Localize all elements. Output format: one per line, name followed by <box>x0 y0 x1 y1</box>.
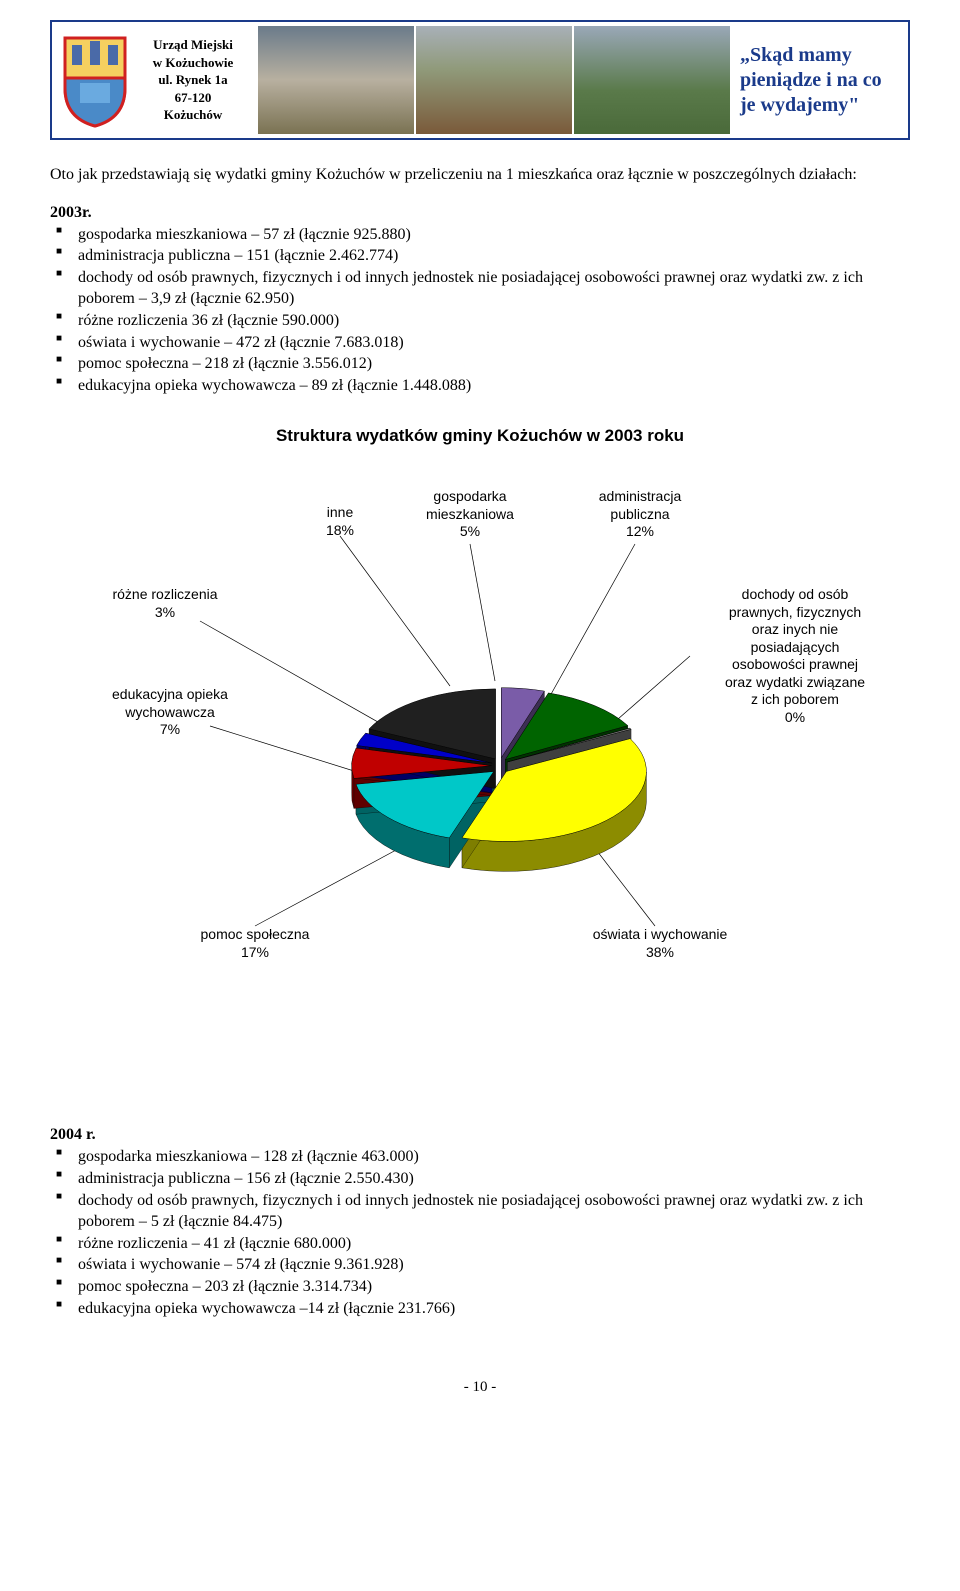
header-address: Urząd Miejski w Kożuchowie ul. Rynek 1a … <box>138 36 248 124</box>
list-item: różne rozliczenia 36 zł (łącznie 590.000… <box>50 310 910 332</box>
list-item: edukacyjna opieka wychowawcza –14 zł (łą… <box>50 1298 910 1320</box>
chart-label-edukacyjna: edukacyjna opiekawychowawcza7% <box>90 686 250 739</box>
chart-label-pomoc: pomoc społeczna17% <box>170 926 340 961</box>
year-2003-heading: 2003r. <box>50 204 910 222</box>
addr-line: Kożuchów <box>138 106 248 124</box>
photo-block <box>416 26 572 134</box>
chart-label-rozne: różne rozliczenia3% <box>90 586 240 621</box>
list-item: administracja publiczna – 156 zł (łączni… <box>50 1168 910 1190</box>
addr-line: w Kożuchowie <box>138 54 248 72</box>
chart-label-oswiata: oświata i wychowanie38% <box>560 926 760 961</box>
list-item: oświata i wychowanie – 574 zł (łącznie 9… <box>50 1254 910 1276</box>
list-item: dochody od osób prawnych, fizycznych i o… <box>50 267 910 310</box>
addr-line: ul. Rynek 1a <box>138 71 248 89</box>
page-number: - 10 - <box>50 1379 910 1396</box>
list-item: dochody od osób prawnych, fizycznych i o… <box>50 1190 910 1233</box>
chart-label-inne: inne18% <box>310 504 370 539</box>
header-title: „Skąd mamy pieniądze i na co je wydajemy… <box>740 43 900 118</box>
crest-icon <box>60 33 130 128</box>
chart-label-administracja: administracjapubliczna12% <box>580 488 700 541</box>
list-item: gospodarka mieszkaniowa – 57 zł (łącznie… <box>50 224 910 246</box>
list-item: oświata i wychowanie – 472 zł (łącznie 7… <box>50 332 910 354</box>
header-photo-strip <box>258 26 730 134</box>
pie-svg-holder <box>340 676 660 876</box>
addr-line: Urząd Miejski <box>138 36 248 54</box>
list-item: różne rozliczenia – 41 zł (łącznie 680.0… <box>50 1233 910 1255</box>
list-item: pomoc społeczna – 218 zł (łącznie 3.556.… <box>50 353 910 375</box>
list-item: edukacyjna opieka wychowawcza – 89 zł (ł… <box>50 375 910 397</box>
pie-chart-2003: Struktura wydatków gminy Kożuchów w 2003… <box>50 426 910 1066</box>
list-2004: gospodarka mieszkaniowa – 128 zł (łączni… <box>50 1146 910 1319</box>
intro-paragraph: Oto jak przedstawiają się wydatki gminy … <box>50 164 910 186</box>
chart-label-gospodarka: gospodarkamieszkaniowa5% <box>405 488 535 541</box>
chart-title: Struktura wydatków gminy Kożuchów w 2003… <box>50 426 910 446</box>
list-item: gospodarka mieszkaniowa – 128 zł (łączni… <box>50 1146 910 1168</box>
addr-line: 67-120 <box>138 89 248 107</box>
list-item: pomoc społeczna – 203 zł (łącznie 3.314.… <box>50 1276 910 1298</box>
list-2003: gospodarka mieszkaniowa – 57 zł (łącznie… <box>50 224 910 397</box>
photo-block <box>574 26 730 134</box>
page-header: Urząd Miejski w Kożuchowie ul. Rynek 1a … <box>50 20 910 140</box>
year-2004-heading: 2004 r. <box>50 1126 910 1144</box>
photo-block <box>258 26 414 134</box>
list-item: administracja publiczna – 151 (łącznie 2… <box>50 245 910 267</box>
chart-label-dochody: dochody od osóbprawnych, fizycznychoraz … <box>690 586 900 726</box>
